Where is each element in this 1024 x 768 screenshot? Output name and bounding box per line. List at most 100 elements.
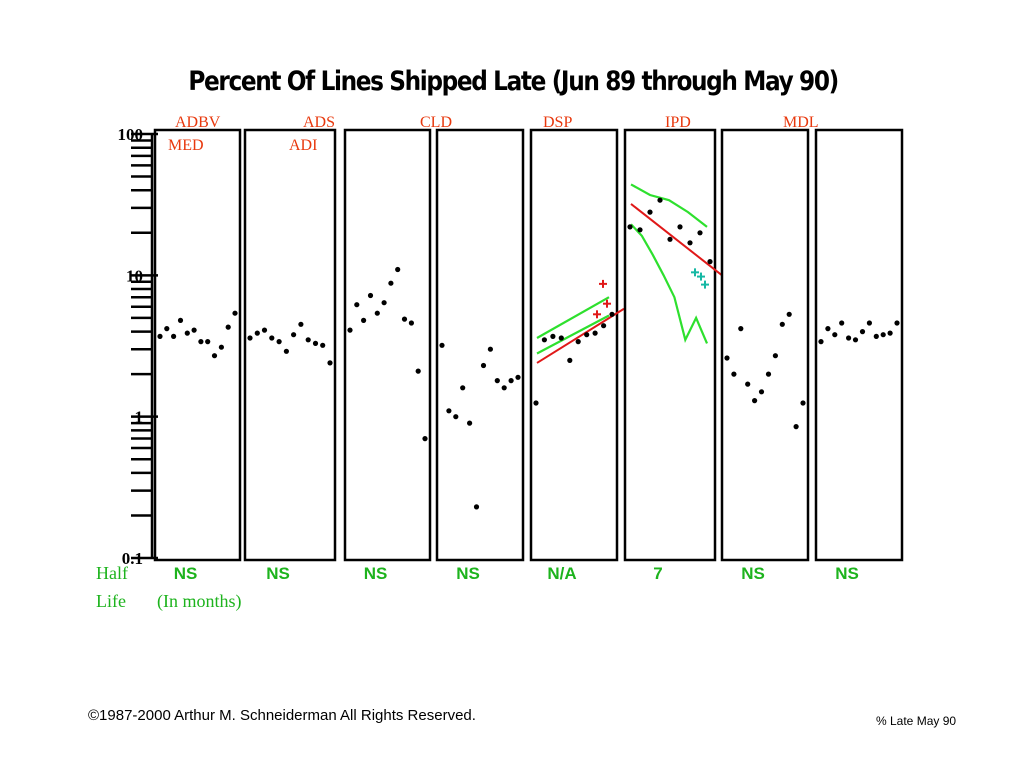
data-point [866, 320, 873, 326]
data-point [157, 333, 163, 339]
data-point [637, 227, 643, 233]
data-point [752, 398, 758, 404]
data-point [320, 342, 326, 348]
data-point [205, 339, 211, 345]
projected-point-red [593, 310, 601, 319]
data-point [198, 339, 204, 345]
data-point [446, 408, 452, 414]
half-life-value: NS [266, 564, 290, 583]
confidence-band-lower [630, 223, 709, 344]
half-life-row: Half Life (In months) NS NS NS NS N/A 7 NS NS [96, 563, 859, 612]
trend-line [536, 307, 625, 364]
data-point [609, 311, 615, 317]
data-point [276, 339, 282, 345]
half-life-label-line1: Half [96, 563, 128, 583]
panel-label: ADS [303, 114, 335, 131]
data-point [508, 378, 514, 384]
projected-point-cyan [701, 280, 709, 289]
panel: ADS ADI [243, 114, 337, 562]
data-point [327, 360, 333, 366]
data-point [859, 329, 866, 335]
data-point [852, 337, 859, 343]
half-life-value: NS [364, 564, 388, 583]
data-point [697, 230, 703, 236]
data-point [825, 326, 831, 332]
data-point [453, 414, 459, 420]
data-point [550, 333, 556, 339]
panel-label: ADI [289, 137, 317, 154]
y-tick-label: 0.1 [122, 549, 143, 568]
chart-title: Percent Of Lines Shipped Late (Jun 89 th… [188, 66, 839, 97]
confidence-band-lower [536, 314, 610, 355]
data-point [707, 259, 713, 265]
data-point [800, 400, 806, 406]
data-point [232, 310, 238, 316]
panel-frame [343, 128, 432, 562]
data-point [367, 292, 374, 299]
half-life-value: NS [835, 564, 859, 583]
panel-frame [814, 128, 904, 562]
data-point [374, 310, 380, 316]
data-point [846, 335, 852, 341]
data-point [738, 326, 744, 332]
data-point [305, 337, 311, 343]
small-multiples-chart: 100 10 1 0.1 ADBV MED ADS ADI CLD DSP IPD MDL Half… [96, 114, 904, 612]
data-point [467, 420, 473, 426]
data-point [298, 321, 304, 327]
data-point [184, 330, 190, 336]
panel-frame [243, 128, 337, 562]
data-point [558, 335, 564, 341]
data-point [247, 335, 253, 341]
data-point [480, 362, 487, 369]
data-point [731, 371, 737, 377]
data-point [724, 355, 730, 361]
data-point [487, 346, 493, 352]
half-life-value: NS [741, 564, 765, 583]
panel-frame [153, 128, 242, 562]
data-point [601, 323, 607, 329]
panel-label: CLD [420, 114, 452, 131]
panel: IPD [623, 114, 723, 562]
data-point [667, 236, 673, 242]
panel [435, 128, 525, 562]
half-life-value: 7 [653, 564, 662, 583]
trend-line [630, 203, 723, 277]
copyright-notice: ©1987-2000 Arthur M. Schneiderman All Ri… [88, 707, 476, 724]
data-point [880, 332, 886, 338]
data-point [627, 224, 633, 230]
data-point [460, 385, 466, 391]
data-point [832, 332, 838, 338]
confidence-band-upper [536, 296, 610, 339]
data-point [312, 340, 319, 346]
data-point [473, 504, 480, 510]
data-point [818, 339, 824, 345]
data-point [575, 339, 581, 345]
panel [814, 128, 904, 562]
data-point [657, 197, 663, 203]
data-point [191, 327, 197, 333]
data-point [171, 333, 177, 339]
data-point [786, 311, 792, 317]
data-point [439, 342, 445, 348]
projected-point-cyan [697, 272, 705, 281]
y-tick-label: 1 [135, 408, 144, 427]
y-tick-label: 10 [126, 266, 143, 285]
half-life-label-line2: Life [96, 591, 126, 611]
data-point [361, 317, 367, 323]
panel-label: ADBV [175, 114, 221, 131]
data-point [395, 266, 401, 273]
data-point [793, 424, 799, 430]
projected-point-cyan [691, 268, 699, 277]
data-point [422, 436, 428, 442]
data-point [354, 302, 360, 308]
panel-frame [720, 128, 810, 562]
y-axis: 100 10 1 0.1 [118, 125, 158, 568]
data-point [254, 330, 260, 336]
y-tick-label: 100 [118, 125, 144, 144]
data-point [291, 332, 297, 338]
data-point [218, 344, 224, 350]
projected-point-red [603, 299, 611, 308]
data-point [779, 321, 785, 327]
slide-label: % Late May 90 [876, 714, 957, 728]
panel: DSP [529, 114, 625, 562]
